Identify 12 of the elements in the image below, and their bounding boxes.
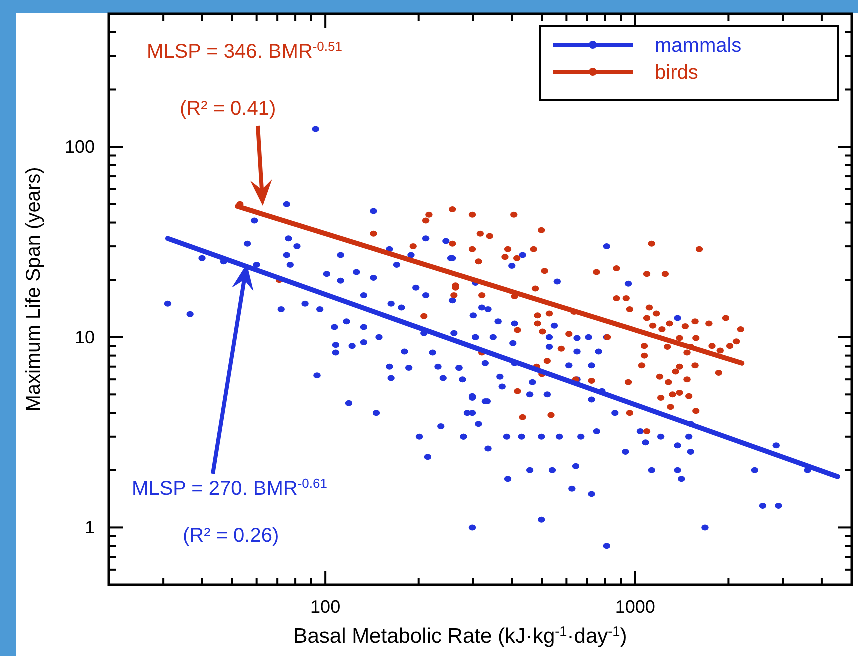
annotation: MLSP = 270. BMR$^{-0.61}$ [132,476,328,500]
x-axis-title: Basal Metabolic Rate (kJ·kg$^{-1}$·day$^{-1}$) [294,624,628,648]
y-axis-title: Maximum Life Span (years) [23,167,45,412]
annotation: MLSP = 346. BMR$^{-0.51}$ [147,38,342,63]
x-tick-label: 1000 [615,597,656,617]
annotation: (R² = 0.26) [183,525,280,547]
legend-label: birds [655,62,698,84]
y-tick-label: 1 [84,518,95,538]
y-tick-label: 100 [64,137,95,158]
annotation: (R² = 0.41) [180,98,276,120]
legend-label: mammals [655,35,742,57]
y-tick-label: 10 [74,327,95,348]
